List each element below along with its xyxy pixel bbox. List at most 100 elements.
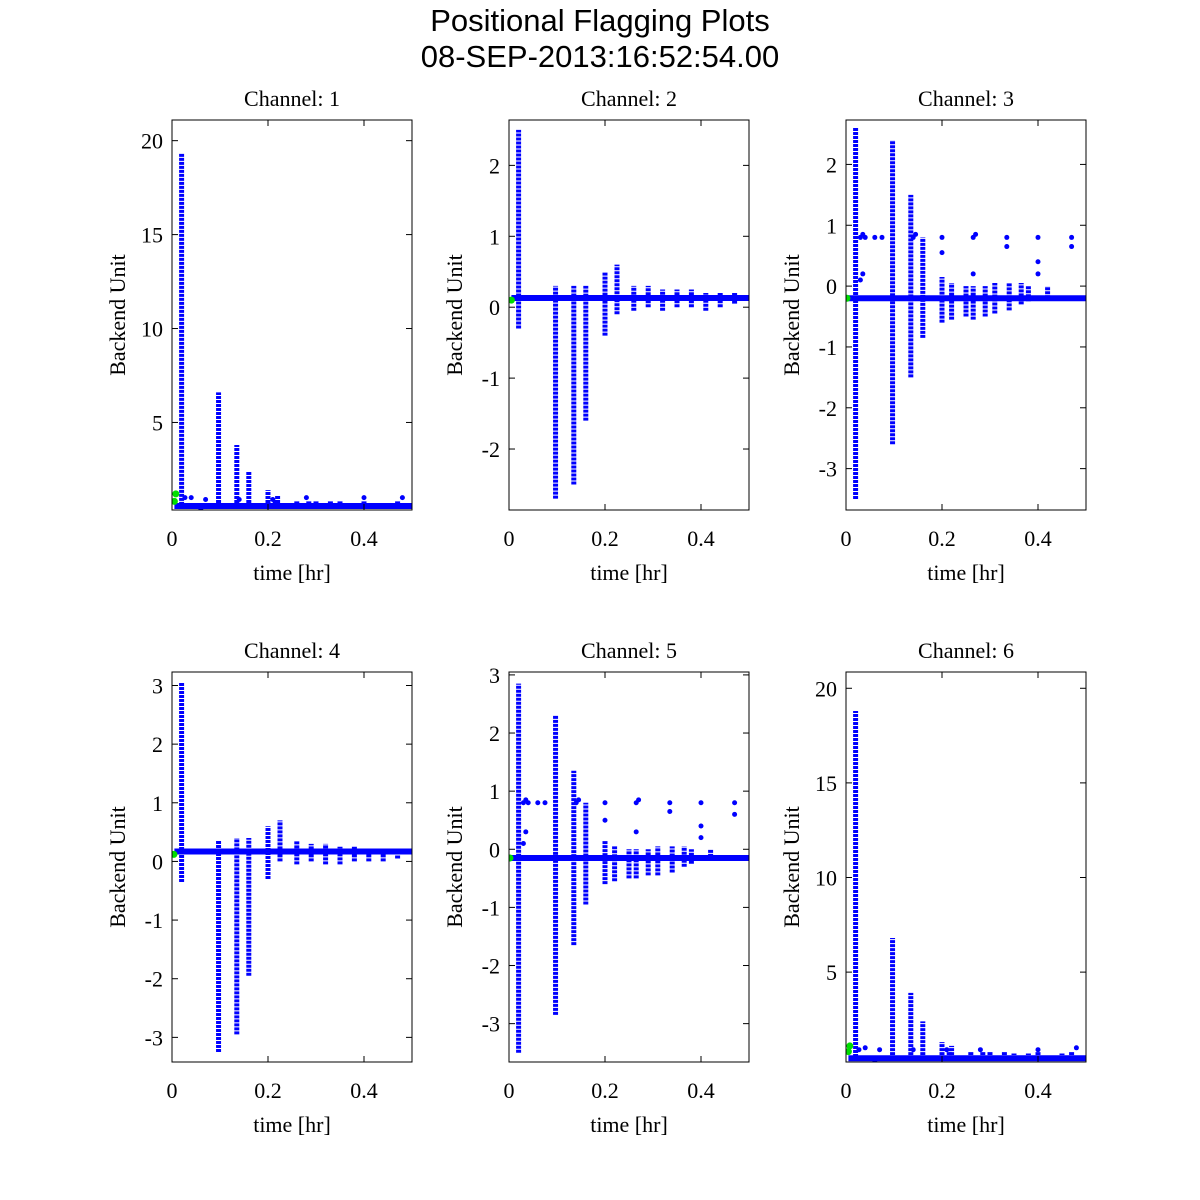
y-tick-label: -2 <box>482 437 500 462</box>
y-tick-label: 2 <box>826 152 837 177</box>
data-marks <box>172 153 412 510</box>
data-point <box>1069 244 1075 250</box>
x-tick-label: 0 <box>167 1078 178 1103</box>
y-tick-label: -1 <box>819 335 837 360</box>
data-point <box>361 495 367 501</box>
data-point <box>520 840 526 846</box>
data-marks <box>172 682 412 1053</box>
axes-box <box>508 671 750 1063</box>
x-axis-label: time [hr] <box>253 1112 331 1137</box>
data-point <box>203 496 209 502</box>
axes-box <box>508 119 750 511</box>
x-tick-label: 0.2 <box>928 1078 956 1103</box>
figure-title: Positional Flagging Plots <box>430 3 770 38</box>
data-point <box>1004 244 1010 250</box>
x-axis-label: time [hr] <box>590 1112 668 1137</box>
data-point <box>542 800 548 806</box>
flagged-point <box>172 497 178 505</box>
y-tick-label: 15 <box>815 771 837 796</box>
flagged-point <box>172 490 180 498</box>
x-tick-label: 0.2 <box>254 1078 282 1103</box>
data-point <box>198 507 204 510</box>
data-point <box>877 1047 883 1053</box>
y-tick-label: 5 <box>826 960 837 985</box>
figure-subtitle: 08-SEP-2013:16:52:54.00 <box>420 39 780 74</box>
y-tick-label: 1 <box>826 213 837 238</box>
data-point <box>1004 234 1010 240</box>
data-point <box>523 829 529 835</box>
x-tick-label: 0 <box>167 526 178 551</box>
data-point <box>879 234 885 240</box>
x-axis-label: time [hr] <box>590 560 668 585</box>
x-axis-label: time [hr] <box>927 1112 1005 1137</box>
y-tick-label: 2 <box>489 153 500 178</box>
data-point <box>698 823 704 829</box>
data-point <box>576 797 582 803</box>
subplot-title: Channel: 5 <box>581 638 677 663</box>
data-point <box>973 231 979 237</box>
data-point <box>1069 234 1075 240</box>
data-marks <box>509 683 749 1053</box>
subplot-channel-3: -3 -2 -1 0 1 2 0 0.2 0.4 Channel: 3 time [hr] Backe… <box>779 86 1087 585</box>
data-point <box>732 800 738 806</box>
data-point <box>525 800 531 806</box>
x-tick-label: 0.4 <box>687 1078 715 1103</box>
y-tick-label: -3 <box>819 457 837 482</box>
y-tick-label: 20 <box>815 676 837 701</box>
y-tick-label: -1 <box>482 895 500 920</box>
data-point <box>633 829 639 835</box>
data-point <box>857 277 863 283</box>
data-point <box>913 231 919 237</box>
y-tick-label: 1 <box>152 791 163 816</box>
data-point <box>860 271 866 277</box>
y-tick-label: -3 <box>145 1025 163 1050</box>
data-point <box>667 808 673 814</box>
y-tick-label: 1 <box>489 779 500 804</box>
y-tick-label: 3 <box>152 673 163 698</box>
axes-box <box>171 119 413 511</box>
x-tick-label: 0.2 <box>591 526 619 551</box>
x-tick-label: 0.2 <box>928 526 956 551</box>
data-point <box>872 234 878 240</box>
data-point <box>535 800 541 806</box>
data-point <box>1035 271 1041 277</box>
subplot-title: Channel: 6 <box>918 638 1014 663</box>
flagged-point <box>172 850 178 858</box>
data-point <box>1073 1045 1079 1051</box>
flagged-point <box>509 296 515 304</box>
x-tick-label: 0.4 <box>350 1078 378 1103</box>
y-tick-label: 15 <box>141 223 163 248</box>
subplot-title: Channel: 3 <box>918 86 1014 111</box>
flagged-point <box>509 854 514 862</box>
data-marks <box>509 129 749 499</box>
data-point <box>910 1047 916 1053</box>
data-point <box>636 797 642 803</box>
data-point <box>188 495 194 501</box>
x-tick-label: 0.2 <box>591 1078 619 1103</box>
y-axis-label: Backend Unit <box>779 806 804 928</box>
subplot-title: Channel: 2 <box>581 86 677 111</box>
y-axis-label: Backend Unit <box>105 254 130 376</box>
data-point <box>1035 259 1041 265</box>
data-point <box>872 1059 878 1062</box>
y-tick-label: 0 <box>489 837 500 862</box>
axes-box <box>171 671 413 1063</box>
x-tick-label: 0.4 <box>350 526 378 551</box>
y-tick-label: -1 <box>145 908 163 933</box>
y-axis-label: Backend Unit <box>442 806 467 928</box>
y-tick-label: -2 <box>145 967 163 992</box>
data-point <box>939 234 945 240</box>
data-point <box>182 495 188 501</box>
data-point <box>602 800 608 806</box>
data-point <box>944 1047 950 1053</box>
data-point <box>1035 234 1041 240</box>
subplot-title: Channel: 4 <box>244 638 340 663</box>
data-point <box>236 496 242 502</box>
x-tick-label: 0.2 <box>254 526 282 551</box>
data-point <box>602 817 608 823</box>
flagged-point <box>846 294 851 302</box>
data-point <box>303 495 309 501</box>
y-axis-label: Backend Unit <box>105 806 130 928</box>
data-point <box>698 835 704 841</box>
